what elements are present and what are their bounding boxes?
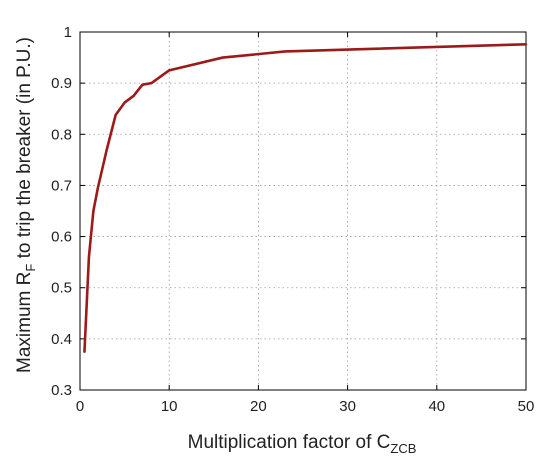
- y-tick-label: 0.9: [51, 75, 72, 92]
- x-axis-label-subscript: ZCB: [390, 441, 416, 456]
- y-tick-label: 0.3: [51, 382, 72, 399]
- x-tick-label: 30: [339, 398, 356, 415]
- y-axis-label-suffix: to trip the breaker (in P.U.): [14, 37, 35, 264]
- x-axis-label: Multiplication factor of CZCB: [188, 432, 417, 456]
- y-axis-label: Maximum RF to trip the breaker (in P.U.): [14, 37, 38, 373]
- y-tick-label: 0.8: [51, 126, 72, 143]
- x-tick-label: 20: [250, 398, 267, 415]
- x-tick-label: 40: [428, 398, 445, 415]
- y-axis-label-prefix: Maximum R: [14, 272, 35, 373]
- y-tick-label: 0.4: [51, 331, 72, 348]
- y-tick-label: 1: [64, 24, 72, 41]
- y-axis-label-subscript: F: [23, 264, 38, 272]
- grid: [80, 32, 526, 390]
- y-tick-label: 0.6: [51, 229, 72, 246]
- x-axis-label-main: Multiplication factor of C: [188, 432, 391, 453]
- plot-frame: [79, 31, 527, 391]
- series-line: [83, 42, 528, 353]
- tick-labels: 0 10 20 30 40 50 0.3 0.4 0.5 0.6 0.7 0.8 0.9 1: [51, 24, 534, 415]
- x-tick-label: 0: [76, 398, 84, 415]
- x-tick-label: 50: [518, 398, 535, 415]
- y-tick-label: 0.7: [51, 177, 72, 194]
- ticks: [79, 31, 527, 391]
- y-tick-label: 0.5: [51, 280, 72, 297]
- x-tick-label: 10: [161, 398, 178, 415]
